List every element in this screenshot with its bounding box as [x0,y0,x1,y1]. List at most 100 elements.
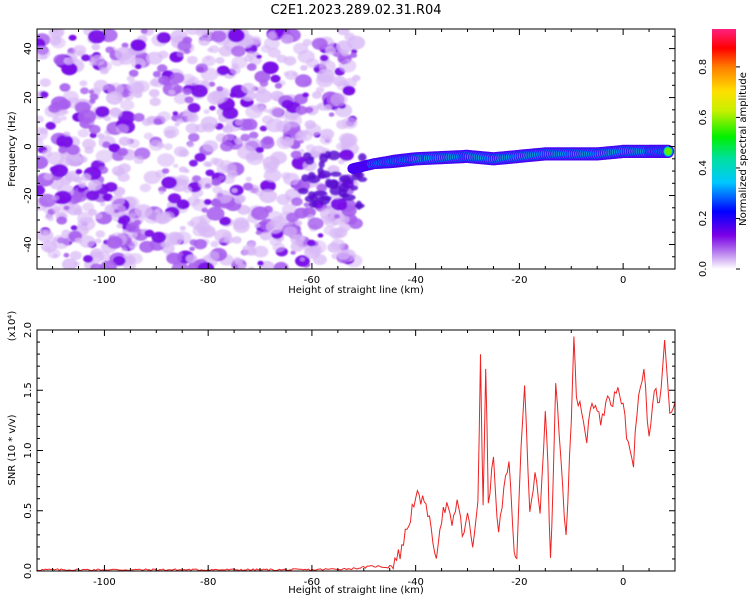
noise-blob [302,92,309,98]
noise-blob [312,254,327,266]
noise-blob [37,115,44,124]
noise-blob [88,30,106,44]
noise-blob [323,104,332,111]
noise-blob [133,156,145,164]
noise-blob [211,179,220,186]
noise-blob [66,144,80,155]
y-tick-label: 1.5 [23,382,34,398]
noise-blob [320,54,329,62]
noise-blob [339,149,354,161]
noise-blob [290,150,302,159]
noise-blob [164,130,176,139]
noise-blob [69,250,82,261]
noise-blob [45,121,56,130]
noise-blob [201,55,216,67]
noise-blob [339,215,350,224]
spectrogram-panel: -100 -80 -60 -40 -20 0 40 20 0 -20 -40 Height of … [7,28,676,296]
noise-blob [77,128,90,138]
noise-blob [270,216,287,229]
signal-band-layer [347,144,675,175]
noise-blob [106,236,123,249]
noise-blob [39,91,49,99]
y-tick-label: 0.0 [23,563,34,579]
snr-x-label: Height of straight line (km) [288,585,424,596]
noise-blob [290,234,305,245]
noise-blob [52,116,62,124]
x-tick-label: -20 [511,275,527,286]
noise-blob [222,127,228,132]
x-tick-label: -60 [304,577,320,588]
noise-blob [117,147,129,157]
snr-y-ticks: 0.0 0.5 1.0 1.5 2.0 [23,322,675,579]
noise-blob [283,226,298,237]
noise-blob [206,206,225,221]
colorbar-tick-label: 0.0 [698,261,709,277]
colorbar-gradient [712,29,736,269]
noise-blob [242,182,254,191]
noise-blob [323,225,336,236]
snr-series-line [37,336,675,571]
noise-blob [306,239,316,247]
noise-blob [248,266,255,269]
noise-blob [37,184,45,196]
noise-blob [330,171,342,177]
noise-blob [189,246,196,252]
noise-blob [234,119,244,126]
noise-blob [81,54,91,62]
noise-blob [159,190,165,195]
colorbar-ticks: 0.0 0.2 0.4 0.6 0.8 [698,59,740,277]
noise-blob [355,200,363,210]
x-tick-label: -20 [511,577,527,588]
noise-blob [260,45,271,53]
noise-blob [82,202,95,212]
noise-blob [127,230,138,239]
noise-blob [203,161,211,167]
noise-blob [187,220,195,227]
noise-blob [54,190,72,205]
noise-blob [120,99,135,111]
noise-blob [168,89,176,96]
noise-blob [140,29,148,34]
spectrogram-y-label: Frequency (Hz) [7,111,18,187]
noise-blob [176,118,184,124]
snr-panel: -100 -80 -60 -40 -20 0 0.0 0.5 1.0 1.5 2.0 Height… [7,311,676,596]
noise-blob [198,36,211,46]
noise-blob [110,195,126,207]
noise-blob [311,91,322,99]
noise-blob [73,176,83,183]
noise-blob [259,79,269,87]
noise-blob [254,89,273,104]
noise-blob [63,252,70,258]
noise-blob [205,169,215,177]
noise-blob [126,80,144,93]
noise-blob [167,193,182,204]
noise-blob [352,74,361,82]
noise-blob [195,63,208,73]
noise-blob [51,235,70,249]
noise-blob [347,35,366,50]
noise-blob [311,150,320,158]
noise-blob [293,42,309,55]
noise-blob [188,133,200,142]
noise-blob [267,47,281,58]
noise-blob [290,114,298,121]
noise-blob [286,212,299,223]
noise-blob [207,91,225,105]
noise-blob [300,65,308,71]
noise-blob [89,93,99,101]
noise-blob [173,163,179,168]
noise-blob [127,138,140,149]
noise-blob [298,130,313,142]
noise-blob [97,133,105,139]
noise-blob [272,242,286,253]
noise-blob [73,207,83,216]
noise-blob [338,59,357,73]
noise-blob [94,212,103,220]
noise-blob [37,91,42,98]
noise-blob [319,153,329,163]
noise-blob [232,217,249,230]
noise-blob [37,229,54,243]
noise-blob [195,29,207,37]
y-tick-label: 40 [23,42,34,55]
